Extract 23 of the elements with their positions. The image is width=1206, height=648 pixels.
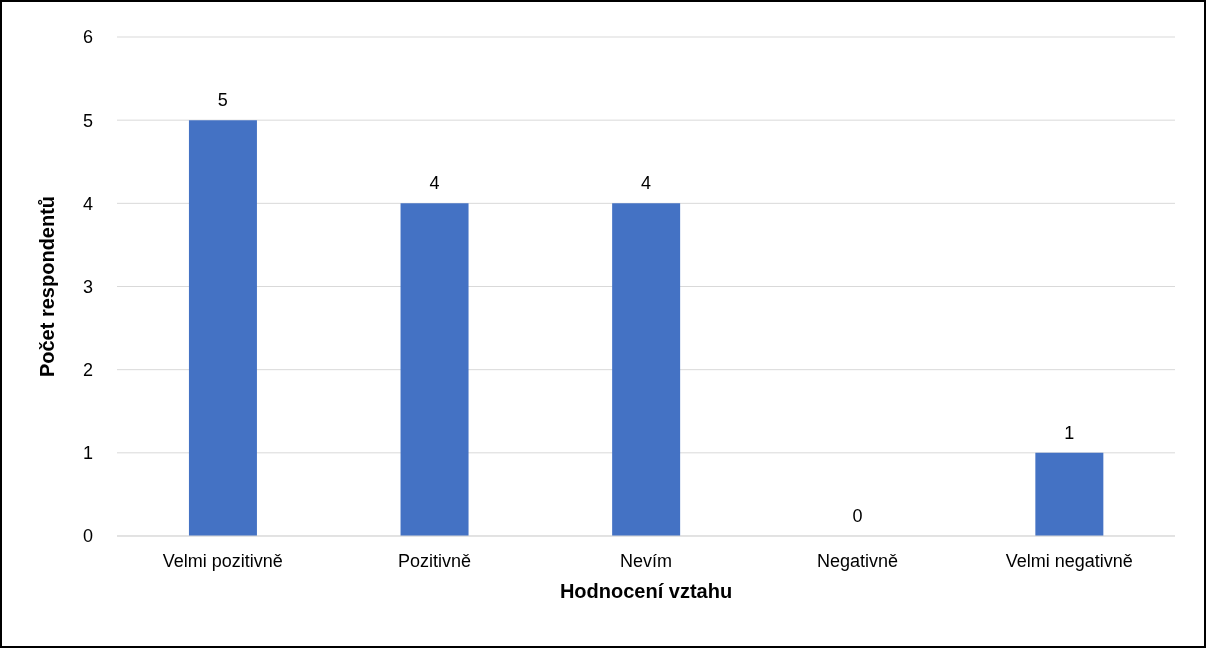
x-tick-label: Velmi negativně (1005, 550, 1133, 571)
y-tick-label: 1 (82, 443, 93, 464)
data-label: 4 (429, 173, 440, 194)
y-axis-title: Počet respondentů (36, 195, 59, 378)
data-label: 5 (217, 90, 228, 111)
bar (1035, 452, 1104, 536)
data-label: 0 (852, 506, 863, 526)
y-tick-label: 0 (82, 526, 93, 547)
bar (612, 203, 681, 536)
y-tick-label: 5 (82, 110, 93, 131)
x-tick-label: Velmi pozitivně (162, 550, 283, 571)
bar (400, 203, 469, 536)
y-tick-label: 4 (82, 193, 93, 214)
data-label: 1 (1064, 422, 1075, 443)
x-axis-title: Hodnocení vztahu (559, 580, 733, 602)
x-tick-label: Nevím (619, 550, 673, 571)
bar (188, 120, 257, 536)
data-label: 4 (640, 173, 652, 194)
y-tick-label: 3 (82, 276, 93, 297)
y-tick-label: 6 (82, 27, 93, 48)
x-tick-label: Pozitivně (397, 550, 471, 571)
x-tick-label: Negativně (817, 550, 899, 571)
y-tick-label: 2 (82, 360, 93, 381)
